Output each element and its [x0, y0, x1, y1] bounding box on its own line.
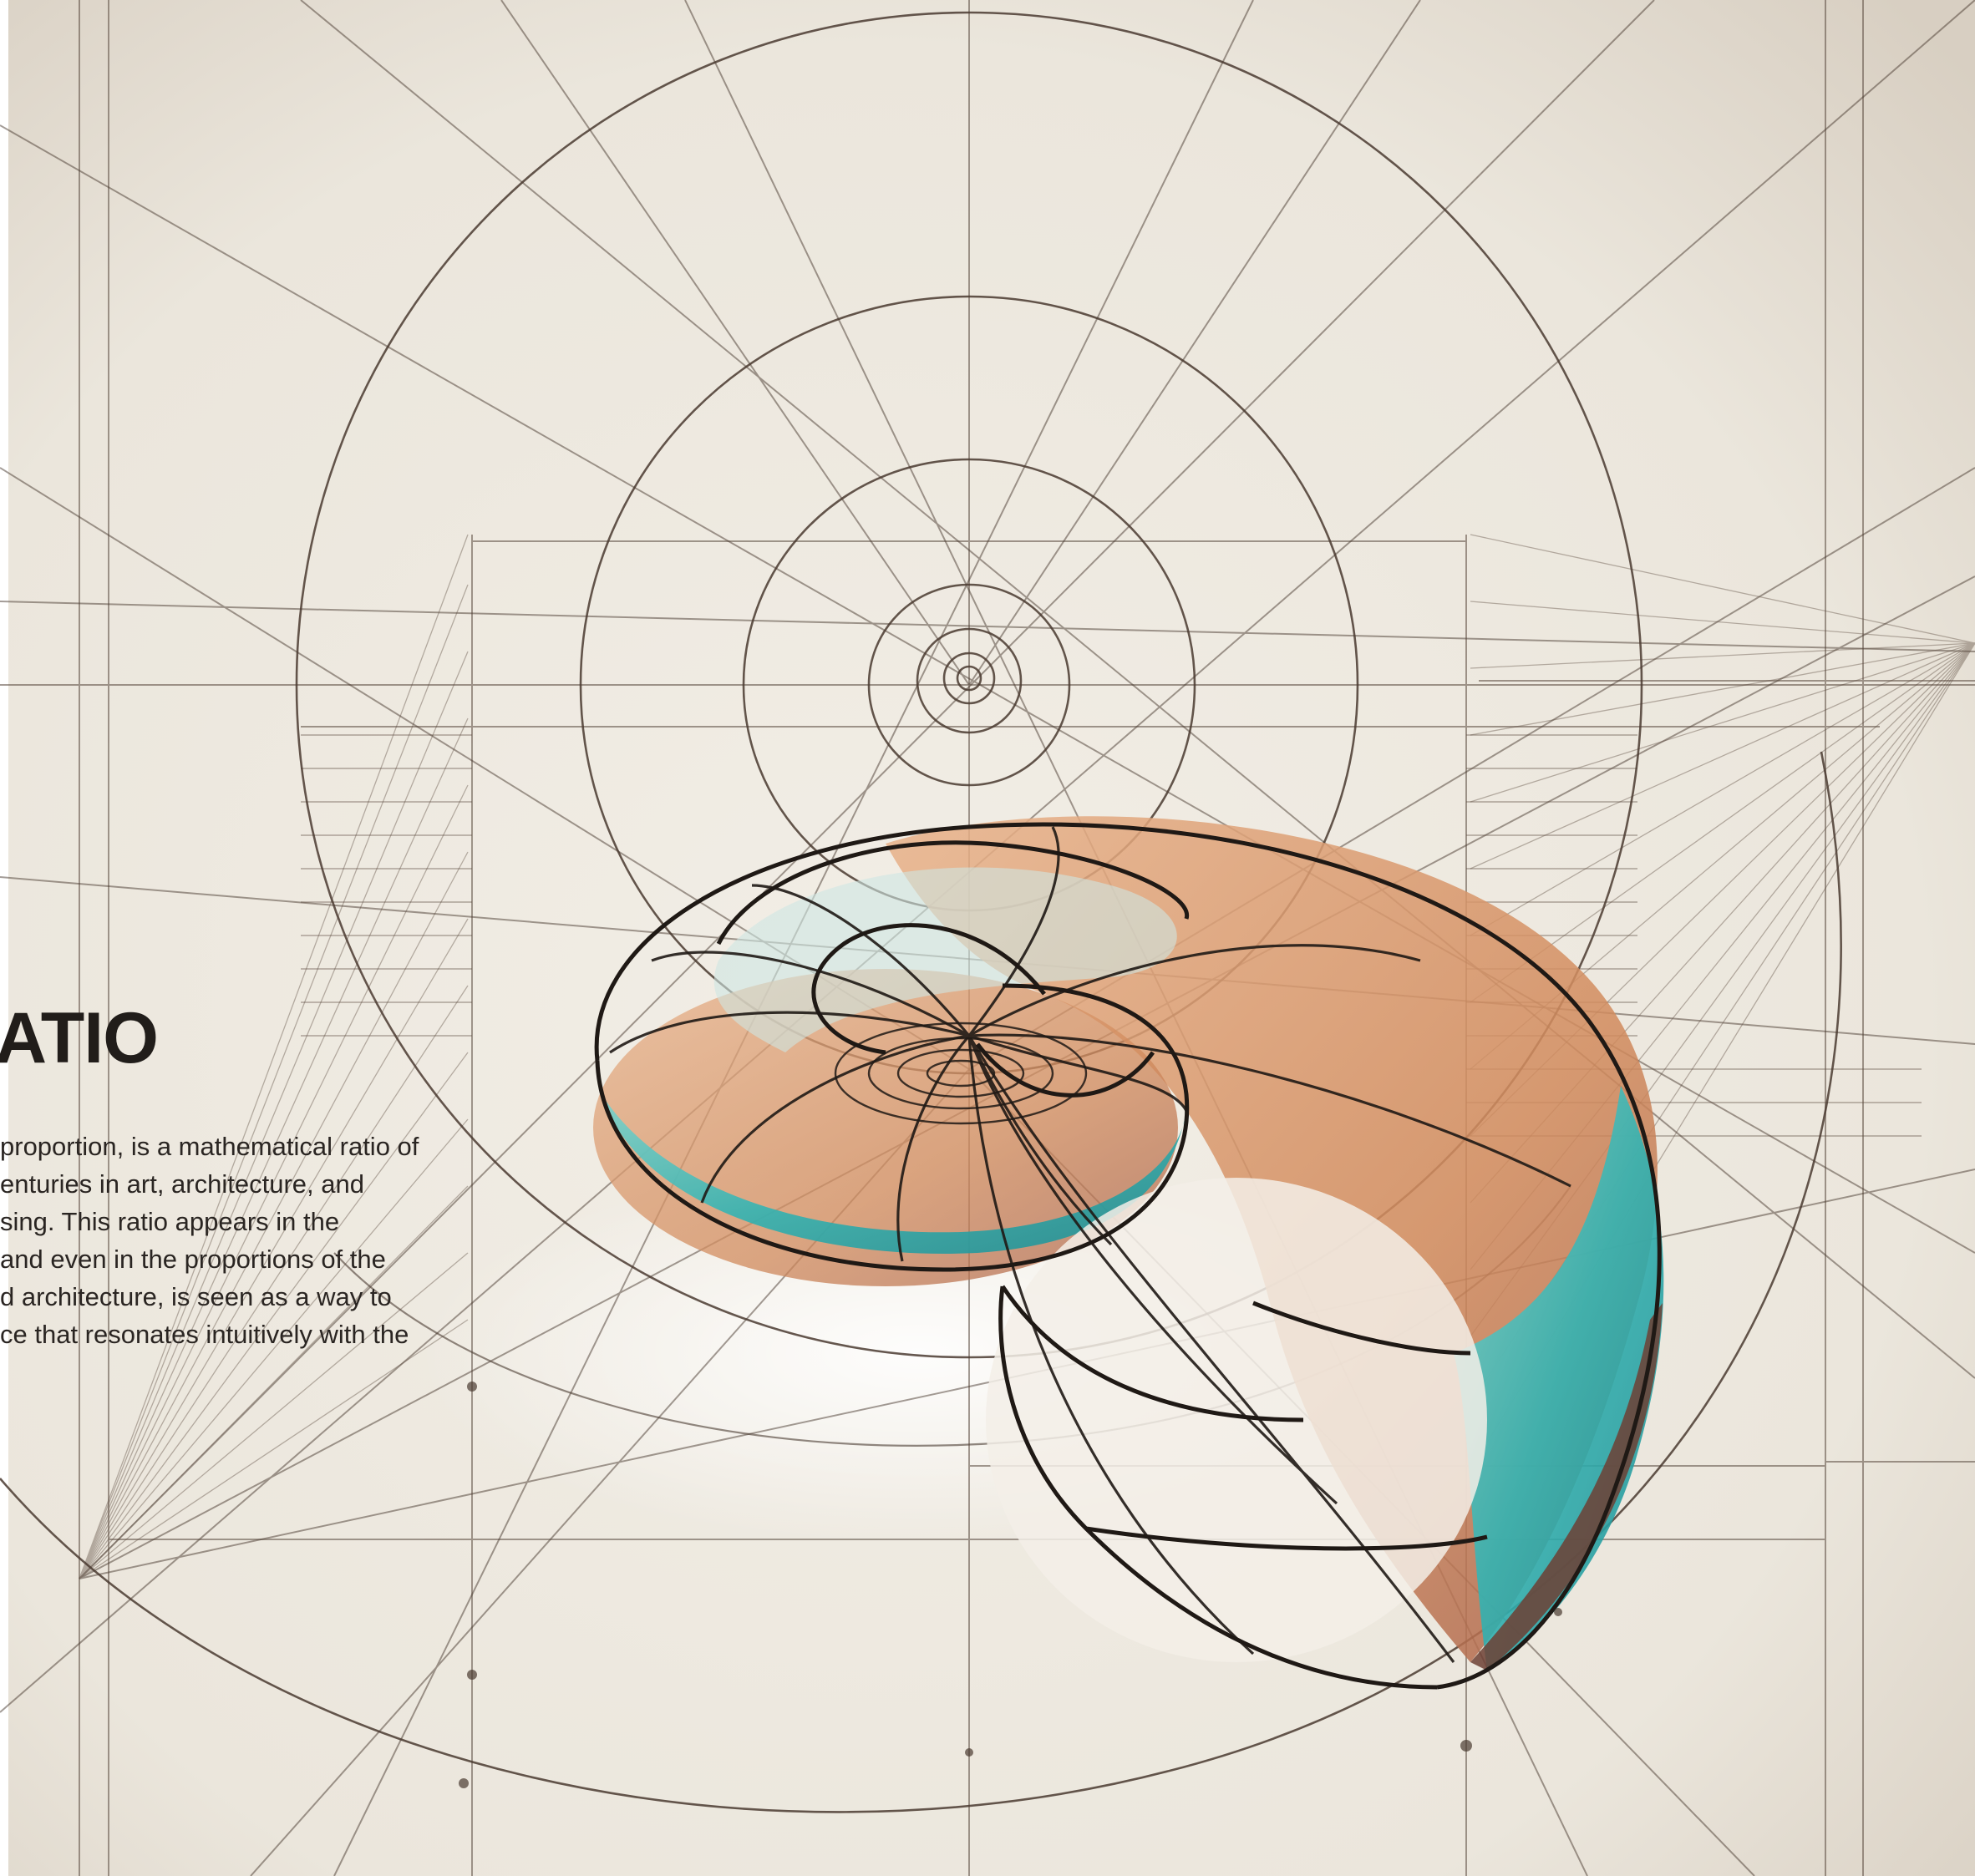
shell-core [834, 1022, 1088, 1125]
perspective-fans [79, 534, 1975, 1579]
overlay-heading: ATIO [0, 998, 159, 1078]
paragraph-line: sing. This ratio appears in the [0, 1207, 340, 1236]
shell-aperture [986, 1178, 1487, 1662]
outer-spiral-arc [0, 751, 1842, 1813]
left-edge-strip [0, 0, 8, 1876]
text-overlay: ATIO proportion, is a mathematical ratio… [0, 1002, 518, 1378]
shell-outer-band-teal [1454, 1086, 1664, 1671]
paragraph-line: ce that resonates intuitively with the [0, 1320, 409, 1349]
shell-inner-ring-teal [713, 867, 1177, 1052]
paragraph-line: and even in the proportions of the [0, 1245, 386, 1274]
scale-tick-dots [459, 1382, 1562, 1788]
overlay-paragraph: proportion, is a mathematical ratio of e… [0, 1128, 419, 1353]
shell-outlines [594, 822, 1662, 1690]
nautilus-shell [593, 816, 1664, 1690]
shell-inner-band-teal [602, 1094, 1186, 1254]
paragraph-line: enturies in art, architecture, and [0, 1169, 364, 1199]
paragraph-line: proportion, is a mathematical ratio of [0, 1132, 419, 1161]
paragraph-line: d architecture, is seen as a way to [0, 1282, 392, 1311]
